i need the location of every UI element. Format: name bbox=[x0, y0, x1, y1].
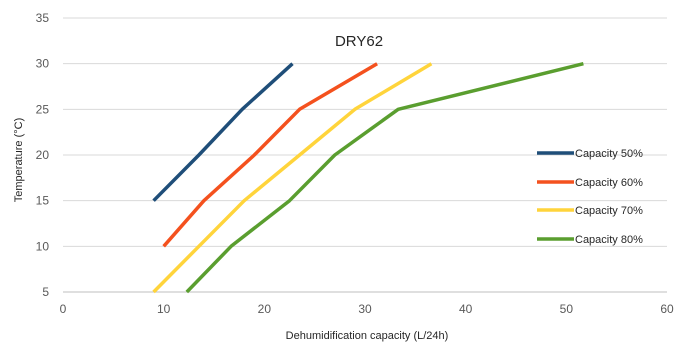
legend-label: Capacity 80% bbox=[575, 234, 643, 246]
y-tick-label: 20 bbox=[36, 148, 50, 162]
gridlines bbox=[63, 17, 667, 293]
y-tick-label: 15 bbox=[36, 194, 50, 208]
y-axis-label: Temperature (°C) bbox=[13, 118, 25, 202]
series-lines bbox=[152, 62, 584, 294]
legend: Capacity 50% Capacity 60% Capacity 70% Capa… bbox=[537, 148, 643, 246]
series-line-1 bbox=[152, 62, 294, 202]
x-tick-label: 30 bbox=[358, 302, 372, 316]
y-tick-label: 25 bbox=[36, 102, 50, 116]
series-line-3 bbox=[152, 62, 433, 294]
x-tick-label: 40 bbox=[459, 302, 473, 316]
y-tick-label: 35 bbox=[36, 11, 50, 25]
series-line-2 bbox=[162, 62, 378, 248]
y-tick-label: 30 bbox=[36, 57, 50, 71]
x-axis-label: Dehumidification capacity (L/24h) bbox=[286, 330, 449, 342]
axes: 5 10 15 20 25 30 35 0 10 20 30 40 50 60 bbox=[36, 11, 674, 316]
y-tick-label: 10 bbox=[36, 239, 50, 253]
x-tick-label: 10 bbox=[157, 302, 171, 316]
y-tick-label: 5 bbox=[42, 285, 49, 299]
legend-label: Capacity 50% bbox=[575, 148, 643, 160]
x-tick-label: 0 bbox=[60, 302, 67, 316]
legend-label: Capacity 70% bbox=[575, 205, 643, 217]
legend-label: Capacity 60% bbox=[575, 177, 643, 189]
chart-title: DRY62 bbox=[335, 33, 383, 50]
x-tick-label: 60 bbox=[660, 302, 674, 316]
x-tick-label: 20 bbox=[258, 302, 272, 316]
x-tick-label: 50 bbox=[560, 302, 574, 316]
series-line-4 bbox=[185, 62, 584, 294]
